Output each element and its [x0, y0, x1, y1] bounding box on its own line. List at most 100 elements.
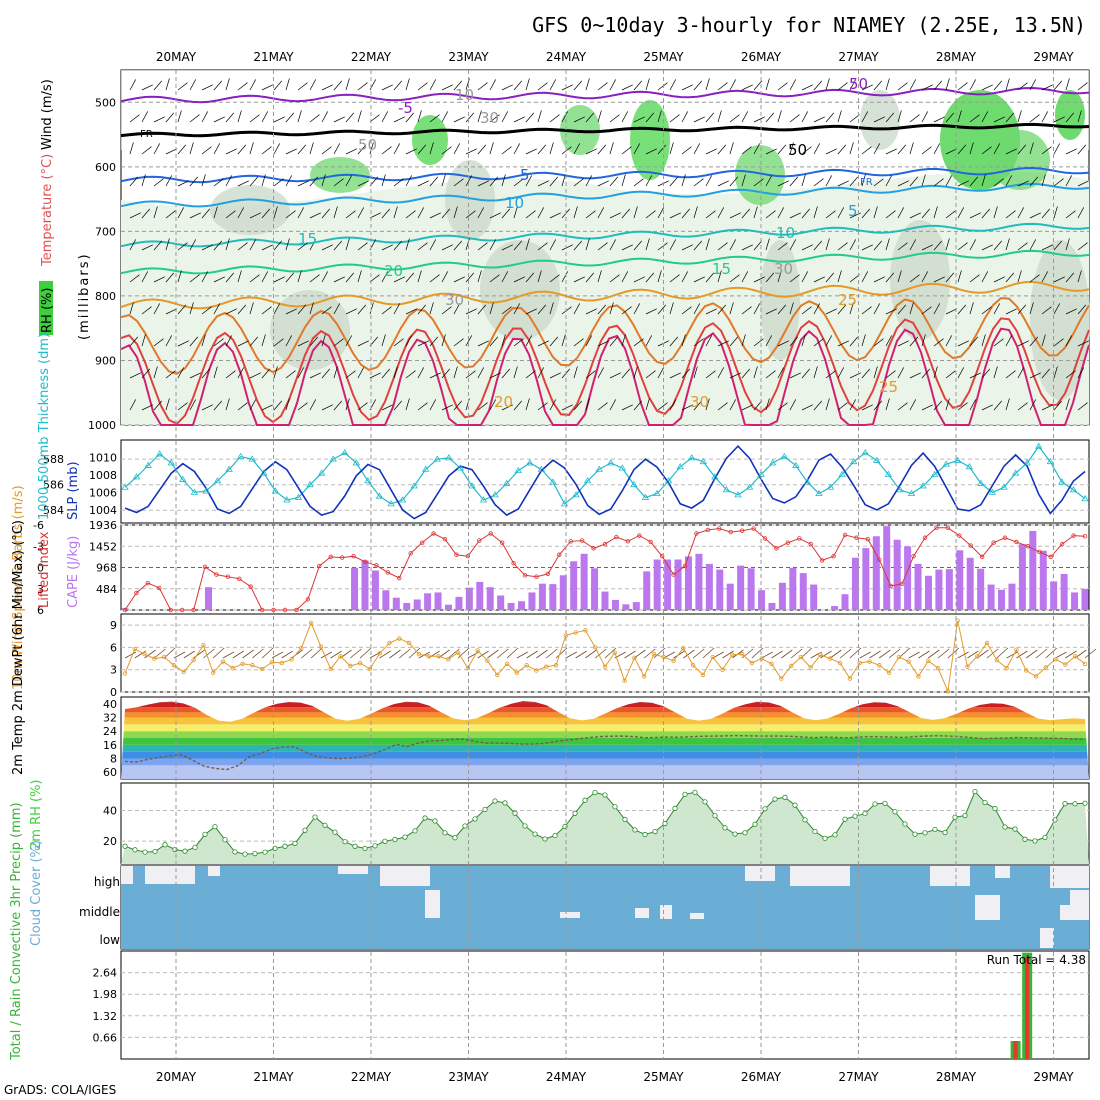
- wind-barb: [333, 143, 341, 155]
- wind-barb: [1077, 110, 1082, 123]
- wind-barb: [237, 207, 245, 219]
- wind-barb: [789, 212, 801, 219]
- wind-barb: [621, 306, 632, 315]
- wind-barb: [885, 238, 890, 251]
- li-point: [717, 526, 722, 531]
- temperature-band: [121, 724, 1089, 732]
- wind-barb: [957, 340, 969, 347]
- cape-bar: [382, 590, 390, 610]
- wind-barb: [501, 146, 512, 155]
- wind-barb: [1077, 402, 1088, 411]
- rh2m-point: [712, 813, 718, 819]
- li-point: [957, 533, 962, 538]
- wind10m-point: [465, 666, 471, 671]
- rh2m-point: [772, 796, 778, 802]
- wind-barb: [165, 175, 173, 187]
- wind-barb: [177, 304, 187, 315]
- wind-barb: [177, 402, 188, 411]
- wind-barb: [957, 304, 967, 315]
- wind-barb: [1065, 210, 1076, 219]
- wind-barb: [969, 302, 974, 315]
- wind-barb: [429, 274, 440, 283]
- wind10m-barb: [643, 648, 656, 659]
- wind-barb: [705, 112, 715, 123]
- li-point: [705, 527, 711, 533]
- wind10m-point: [828, 656, 833, 661]
- wind10m-barb: [908, 651, 920, 659]
- cape-bar: [862, 548, 870, 610]
- wind-barb: [225, 148, 237, 155]
- wind-barb: [957, 367, 965, 379]
- wind-barb: [969, 399, 977, 411]
- cape-bar: [904, 546, 912, 610]
- wind-barb: [897, 180, 909, 187]
- wind-barb: [837, 367, 845, 379]
- wind-barb: [261, 271, 269, 283]
- wind10m-barb: [820, 650, 832, 659]
- wind-barb: [573, 206, 578, 219]
- cape-bar: [1018, 544, 1026, 610]
- wind-barb: [501, 244, 513, 251]
- wind-barb: [345, 272, 355, 283]
- wind-barb: [1053, 206, 1058, 219]
- li-point: [122, 607, 128, 613]
- rh2m-point: [542, 836, 548, 842]
- cape-bar: [653, 559, 661, 610]
- cape-bar: [956, 550, 964, 610]
- wind-barb: [513, 143, 521, 155]
- li-point: [728, 529, 733, 535]
- thickness-point: [907, 489, 916, 497]
- wind10m-point: [455, 650, 461, 655]
- wind-barb: [681, 244, 693, 251]
- cape-bar: [486, 587, 494, 610]
- thickness-point: [769, 459, 777, 466]
- wind-barb: [621, 111, 629, 123]
- wind-barb: [669, 79, 677, 91]
- wind-barb: [249, 274, 260, 283]
- wind10m-point: [955, 618, 960, 623]
- cape-bar: [883, 526, 891, 610]
- wind-barb: [381, 84, 393, 91]
- wind10m-point: [945, 689, 951, 694]
- thickness-point: [734, 491, 742, 498]
- wind-barb: [741, 368, 751, 379]
- wind-barb: [741, 174, 746, 187]
- thickness-point: [225, 465, 233, 472]
- wind-barb: [465, 308, 477, 315]
- wind10m-barb: [301, 648, 313, 659]
- wind-barb: [621, 271, 629, 283]
- precip-ticks: 2.641.981.320.66: [93, 967, 118, 1045]
- cape-bar: [914, 563, 922, 610]
- wind-barb: [429, 142, 434, 155]
- wind-barb: [693, 206, 698, 219]
- wind-barb: [597, 242, 608, 251]
- wind-barb: [945, 370, 956, 379]
- wind-barb: [477, 304, 487, 315]
- wind-barb: [921, 208, 931, 219]
- wind10m-point: [759, 656, 764, 661]
- li-point: [888, 583, 893, 589]
- wind-barb: [741, 306, 752, 315]
- thickness-point: [699, 457, 708, 465]
- wind-barb: [801, 306, 812, 315]
- rh-blob: [860, 90, 900, 150]
- wind-barb: [297, 110, 302, 123]
- wind-barb: [321, 404, 333, 411]
- rh-blob: [630, 100, 670, 180]
- top-date-label: 22MAY: [351, 50, 392, 64]
- wind-barb: [837, 304, 847, 315]
- wind-barb: [909, 79, 917, 91]
- wind-barb: [321, 368, 331, 379]
- wind10m-barb: [271, 651, 284, 659]
- rh2m-point: [282, 843, 288, 849]
- wind-barb: [717, 270, 722, 283]
- wind10m-barb: [928, 649, 940, 659]
- wind10m-point: [416, 651, 422, 657]
- li-point: [979, 554, 985, 560]
- wind-barb: [609, 302, 614, 315]
- wind-barb: [465, 370, 476, 379]
- li-point: [842, 532, 848, 538]
- wind-barb: [525, 335, 533, 347]
- contour-label: FR: [140, 129, 153, 140]
